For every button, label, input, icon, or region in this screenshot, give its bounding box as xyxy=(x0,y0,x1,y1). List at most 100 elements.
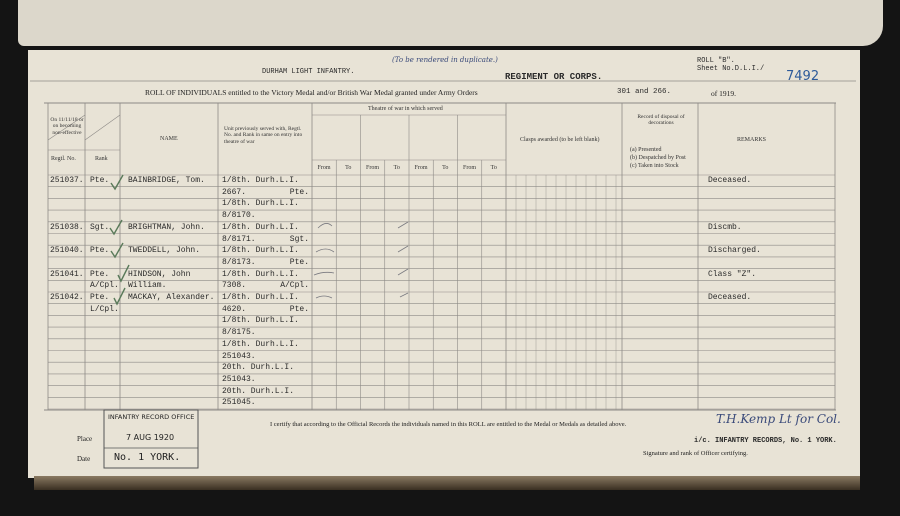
corps: DURHAM LIGHT INFANTRY. xyxy=(262,68,355,76)
regtl-no: 251041. xyxy=(50,269,84,279)
certification: I certify that according to the Official… xyxy=(270,421,627,428)
unit: 2667. xyxy=(222,187,247,197)
unit: 8/8173. xyxy=(222,257,256,267)
pencil-mark xyxy=(397,221,409,298)
remarks: Deceased. xyxy=(708,293,752,302)
officer: i/c. INFANTRY RECORDS, No. 1 YORK. xyxy=(694,437,837,445)
unit: 1/8th. Durh.L.I. xyxy=(222,293,299,302)
rank: Pte. xyxy=(90,269,110,279)
unit-rank: Pte. xyxy=(289,257,309,267)
unit-rank: A/Cpl. xyxy=(280,281,309,291)
unit: 1/8th. Durh.L.I. xyxy=(222,199,299,209)
unit: 4620. xyxy=(222,304,247,314)
subheader: From xyxy=(414,165,428,171)
remarks: Discmb. xyxy=(708,222,742,232)
name: BRIGHTMAN, John. xyxy=(128,222,205,232)
rank: A/Cpl. xyxy=(90,281,119,291)
name: BAINBRIDGE, Tom. xyxy=(128,176,205,185)
unit-rank: Pte. xyxy=(289,187,309,197)
unit-rank: Sgt. xyxy=(289,234,309,244)
roll-title: ROLL OF INDIVIDUALS entitled to the Vict… xyxy=(145,88,478,97)
pencil-mark xyxy=(313,223,335,299)
unit: 8/8175. xyxy=(222,328,256,338)
regtl-no: 251037. xyxy=(50,176,84,185)
page xyxy=(28,50,860,478)
column-header: NAME xyxy=(160,136,178,142)
stamp-place: No. 1 YORK. xyxy=(114,452,181,463)
sheet: Sheet No.D.L.I./ xyxy=(697,65,765,73)
check-mark xyxy=(110,242,124,259)
unit: 7308. xyxy=(222,281,247,291)
roll: ROLL "B". xyxy=(697,57,735,65)
record-option: (a) Presented xyxy=(630,147,662,153)
name: MACKAY, Alexander. xyxy=(128,293,215,302)
remarks: Discharged. xyxy=(708,246,761,256)
stamp-office: INFANTRY RECORD OFFICE xyxy=(108,413,195,421)
unit: 251045. xyxy=(222,398,256,408)
rule xyxy=(47,114,86,141)
unit: 8/8170. xyxy=(222,211,256,221)
unit: 251043. xyxy=(222,374,256,384)
column-header: Record of disposal of decorations xyxy=(637,114,685,127)
column-header: Rank xyxy=(95,156,108,162)
check-mark xyxy=(110,174,124,191)
subheader: To xyxy=(490,165,497,171)
page-edge xyxy=(34,476,860,490)
subheader: To xyxy=(345,165,352,171)
unit: 1/8th. Durh.L.I. xyxy=(222,339,299,349)
subheader: From xyxy=(365,165,380,171)
check-marks xyxy=(109,174,130,306)
sheet-number: 7492 xyxy=(786,69,820,84)
column-header: Theatre of war in which served xyxy=(368,106,443,112)
column-header: On 11/11/18 or on becoming non-effective xyxy=(50,117,84,136)
check-mark xyxy=(113,287,126,306)
signature-label: Signature and rank of Officer certifying… xyxy=(643,450,748,457)
date-label: Date xyxy=(77,455,91,463)
note: (To be rendered in duplicate.) xyxy=(392,56,498,64)
column-header: REMARKS xyxy=(737,137,767,143)
subheader: To xyxy=(442,165,449,171)
subheader: To xyxy=(393,165,400,171)
unit: 1/8th. Durh.L.I. xyxy=(222,246,299,256)
signature: T.H.Kemp Lt for Col. xyxy=(716,412,841,426)
unit: 8/8171. xyxy=(222,234,256,244)
check-mark xyxy=(109,219,123,236)
army-orders: 301 and 266. xyxy=(617,88,672,96)
rank: Pte. xyxy=(90,293,110,302)
record-option: (b) Despatched by Post xyxy=(630,155,686,161)
unit: 1/8th. Durh.L.I. xyxy=(222,316,299,326)
name: William. xyxy=(128,281,167,291)
remarks: Class "Z". xyxy=(708,269,757,279)
rank: Pte. xyxy=(90,176,110,185)
name: HINDSON, John xyxy=(128,269,191,279)
subheader: From xyxy=(317,165,331,171)
unit: 1/8th. Durh.L.I. xyxy=(222,176,299,185)
rank: L/Cpl. xyxy=(90,304,119,314)
regtl-no: 251038. xyxy=(50,222,84,232)
column-header: Unit previously served with, Regtl. No. … xyxy=(224,126,303,145)
regtl-no: 251040. xyxy=(50,246,84,256)
stamp-box xyxy=(103,409,199,469)
check-mark xyxy=(117,264,130,283)
unit: 251043. xyxy=(222,351,256,361)
subheader: From xyxy=(462,165,477,171)
column-header: Clasps awarded (to be left blank) xyxy=(520,137,600,143)
corps-label: REGIMENT OR CORPS. xyxy=(505,72,603,82)
name: TWEDDELL, John. xyxy=(128,246,201,256)
rank: Pte. xyxy=(90,246,110,256)
place-label: Place xyxy=(77,435,93,443)
unit: 1/8th. Durh.L.I. xyxy=(222,269,299,279)
column-header: Regtl. No. xyxy=(51,156,76,162)
pencil-marks xyxy=(313,221,409,299)
rank: Sgt. xyxy=(90,222,110,232)
remarks: Deceased. xyxy=(708,176,752,185)
unit: 20th. Durh.L.I. xyxy=(222,386,295,396)
year: of 1919. xyxy=(711,89,736,98)
previous-page xyxy=(18,0,883,46)
unit-rank: Pte. xyxy=(289,304,309,314)
unit: 20th. Durh.L.I. xyxy=(222,363,295,373)
stamp-date: 7 AUG 1920 xyxy=(126,433,175,442)
rule xyxy=(84,114,121,141)
